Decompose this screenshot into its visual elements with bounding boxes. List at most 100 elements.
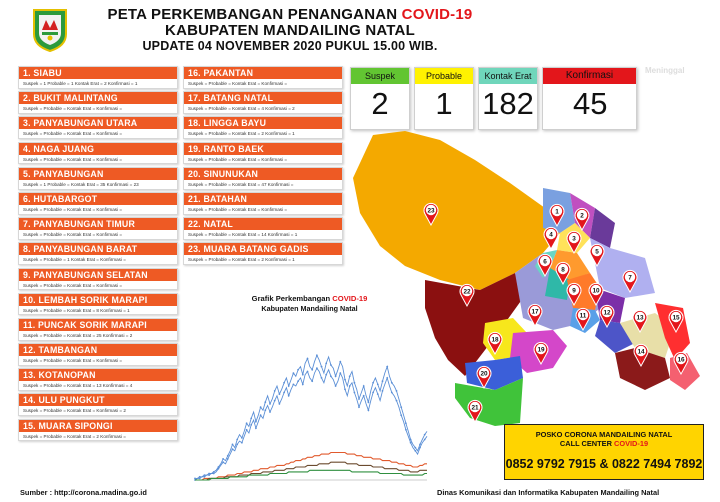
district-card: 20. SINUNUKAN Suspek = Probable = Kontak …	[183, 166, 343, 190]
map-marker-1[interactable]: 1	[549, 203, 565, 228]
map-marker-label: 12	[603, 310, 611, 317]
chart-point	[419, 443, 421, 446]
chart-point	[297, 380, 299, 383]
district-stats: Suspek = Probable = Kontak Erat = Konfir…	[23, 131, 123, 137]
stat-konfirmasi-label: Konfirmasi	[543, 68, 636, 84]
map-marker-10[interactable]: 10	[588, 282, 604, 307]
map-marker-14[interactable]: 14	[633, 343, 649, 368]
chart-point	[222, 461, 224, 464]
map-pin-center	[539, 255, 551, 267]
map-marker-5[interactable]: 5	[589, 243, 605, 268]
chart-point	[306, 370, 309, 373]
stat-extra-label: Meninggal	[645, 66, 685, 75]
map-marker-17[interactable]: 17	[527, 303, 543, 328]
chart-point	[311, 368, 314, 371]
chart-point	[320, 365, 323, 368]
district-card: 4. NAGA JUANG Suspek = Probable = Kontak …	[18, 141, 178, 165]
district-stats: Suspek = Probable = Kontak Erat = 2 Konf…	[188, 131, 295, 137]
map-marker-label: 11	[580, 313, 587, 320]
district-card: 21. BATAHAN Suspek = Probable = Kontak Er…	[183, 191, 343, 215]
chart-point	[301, 373, 304, 376]
district-stats: Suspek = Probable = Kontak Erat = Konfir…	[188, 156, 288, 162]
call-center-title: POSKO CORONA MANDAILING NATAL	[535, 430, 673, 439]
chart-point	[208, 474, 210, 476]
chart-point	[269, 403, 271, 405]
stat-suspek-label: Suspek	[351, 68, 409, 84]
map-marker-19[interactable]: 19	[533, 341, 549, 366]
map-pin-center	[568, 232, 580, 244]
district-stats: Suspek = Probable = Kontak Erat = 4 Konf…	[188, 106, 295, 112]
district-stats: Suspek = Probable = Kontak Erat = Konfir…	[23, 408, 126, 414]
chart-point	[245, 428, 248, 431]
chart-plot	[194, 354, 428, 481]
chart-point	[386, 377, 389, 379]
chart-point	[358, 398, 360, 400]
district-stats: Suspek = Probable = Kontak Erat = 2 Konf…	[23, 433, 126, 439]
chart-point	[226, 458, 229, 460]
chart-point	[334, 375, 337, 378]
stat-suspek-value: 2	[371, 86, 389, 121]
chart-point	[386, 365, 389, 368]
chart-point	[194, 477, 196, 480]
map-pin-center	[545, 228, 557, 240]
map-marker-4[interactable]: 4	[543, 226, 559, 251]
map-marker-label: 2	[580, 213, 584, 220]
map-marker-label: 18	[491, 337, 499, 344]
map-marker-18[interactable]: 18	[487, 331, 503, 356]
map-marker-label: 1	[555, 209, 559, 216]
map-pin-center	[590, 284, 602, 296]
district-card: 11. PUNCAK SORIK MARAPI Suspek = Probable…	[18, 317, 178, 341]
district-name: 3. PANYABUNGAN UTARA	[19, 117, 177, 130]
chart-point	[236, 443, 239, 446]
map-marker-6[interactable]: 6	[537, 253, 553, 278]
chart-point	[348, 375, 351, 378]
source-link[interactable]: Sumber : http://corona.madina.go.id	[20, 488, 147, 497]
chart-point	[255, 420, 257, 423]
map-marker-13[interactable]: 13	[632, 309, 648, 334]
map-marker-8[interactable]: 8	[555, 261, 571, 286]
district-name: 14. ULU PUNGKUT	[19, 394, 177, 407]
map-region-ulu-pungkut	[615, 348, 670, 390]
district-name: 18. LINGGA BAYU	[184, 117, 342, 130]
map-marker-22[interactable]: 22	[459, 283, 475, 308]
chart-point	[278, 403, 281, 405]
stat-probable: Probable 1	[414, 67, 474, 130]
district-name: 12. TAMBANGAN	[19, 344, 177, 357]
map-pin-center	[535, 343, 547, 355]
chart-point	[245, 422, 248, 425]
map-marker-2[interactable]: 2	[574, 207, 590, 232]
map-pin-center	[478, 367, 490, 379]
chart-point	[283, 391, 285, 394]
call-center-numbers[interactable]: 0852 9792 7915 & 0822 7494 7892	[505, 457, 703, 471]
district-card: 8. PANYABUNGAN BARAT Suspek = Probable = …	[18, 242, 178, 266]
district-name: 19. RANTO BAEK	[184, 142, 342, 155]
chart-point	[390, 381, 393, 384]
chart-point	[273, 390, 276, 392]
chart-point	[301, 383, 304, 386]
chart-point	[241, 441, 243, 444]
map-marker-23[interactable]: 23	[423, 202, 439, 227]
chart-point	[381, 390, 384, 392]
map-marker-12[interactable]: 12	[599, 304, 615, 329]
chart-point	[278, 393, 281, 395]
map-marker-15[interactable]: 15	[668, 309, 684, 334]
map-pin-center	[675, 353, 687, 365]
map-marker-16[interactable]: 16	[673, 351, 689, 376]
map-marker-label: 21	[471, 405, 479, 412]
chart-point	[367, 409, 370, 412]
map-marker-label: 13	[636, 315, 644, 322]
map-pin-center	[577, 309, 589, 321]
map-marker-label: 19	[537, 347, 545, 354]
chart-point	[344, 378, 346, 381]
district-card: 22. NATAL Suspek = Probable = Kontak Erat…	[183, 217, 343, 240]
map-marker-11[interactable]: 11	[575, 307, 591, 332]
map-marker-20[interactable]: 20	[476, 365, 492, 390]
map-marker-label: 16	[677, 357, 685, 364]
map-marker-9[interactable]: 9	[566, 282, 582, 307]
map-marker-21[interactable]: 21	[467, 399, 483, 424]
map-marker-3[interactable]: 3	[566, 230, 582, 255]
district-card: 17. BATANG NATAL Suspek = Probable = Kont…	[183, 91, 343, 114]
chart-point	[264, 409, 267, 412]
map-marker-7[interactable]: 7	[622, 269, 638, 294]
district-card: 13. KOTANOPAN Suspek = Probable = Kontak …	[18, 368, 178, 392]
